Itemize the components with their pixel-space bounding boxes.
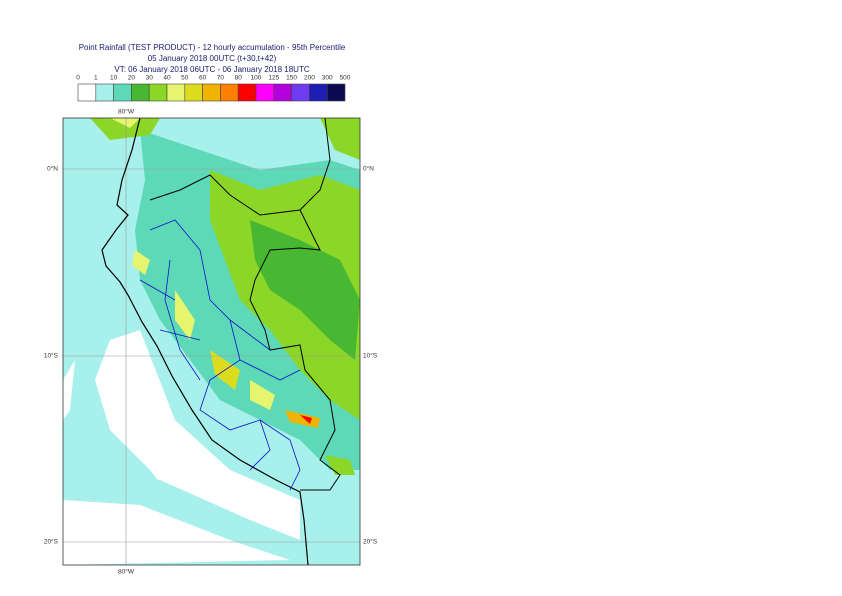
legend-swatch [309,83,328,102]
title-line: 05 January 2018 00UTC (t+30,t+42) [148,54,277,63]
legend-label: 30 [146,75,154,82]
legend-swatch [326,83,346,102]
legend-label: 100 [251,75,262,82]
legend-swatch [131,83,150,102]
legend-swatch [220,83,239,102]
legend-swatch [291,83,310,102]
legend-swatch [113,83,132,102]
map-raster [63,118,360,565]
lat-label: 20°S [363,538,378,546]
legend-label: 20 [128,75,136,82]
legend-label: 1 [94,75,98,82]
legend-swatch [77,83,97,102]
legend-swatch [237,83,257,102]
legend-swatch [255,83,275,102]
legend-label: 300 [322,75,333,82]
lat-label: 0°N [47,165,58,173]
lon-label: 80°W [118,108,135,116]
lat-label: 0°N [363,165,374,173]
legend-swatch [95,83,114,102]
legend-swatch [166,83,186,102]
legend-label: 80 [235,75,243,82]
lon-label: 80°W [118,568,135,576]
legend-label: 70 [217,75,225,82]
title-line: VT: 06 January 2018 06UTC - 06 January 2… [114,65,309,74]
map-frame [62,117,361,566]
legend-label: 150 [286,75,297,82]
title-line: Point Rainfall (TEST PRODUCT) - 12 hourl… [79,43,346,52]
legend-label: 10 [110,75,118,82]
legend-label: 40 [163,75,171,82]
legend-label: 50 [181,75,189,82]
legend-label: 0 [76,75,80,82]
lat-label: 20°S [44,538,59,546]
lat-label: 10°S [363,352,378,360]
legend-label: 500 [340,75,351,82]
legend-swatch [184,83,203,102]
legend-swatch [148,83,168,102]
legend-label: 125 [268,75,279,82]
legend-swatch [202,83,221,102]
legend-swatch [273,83,292,102]
legend-label: 60 [199,75,207,82]
lat-label: 10°S [44,352,59,360]
legend-label: 200 [304,75,315,82]
